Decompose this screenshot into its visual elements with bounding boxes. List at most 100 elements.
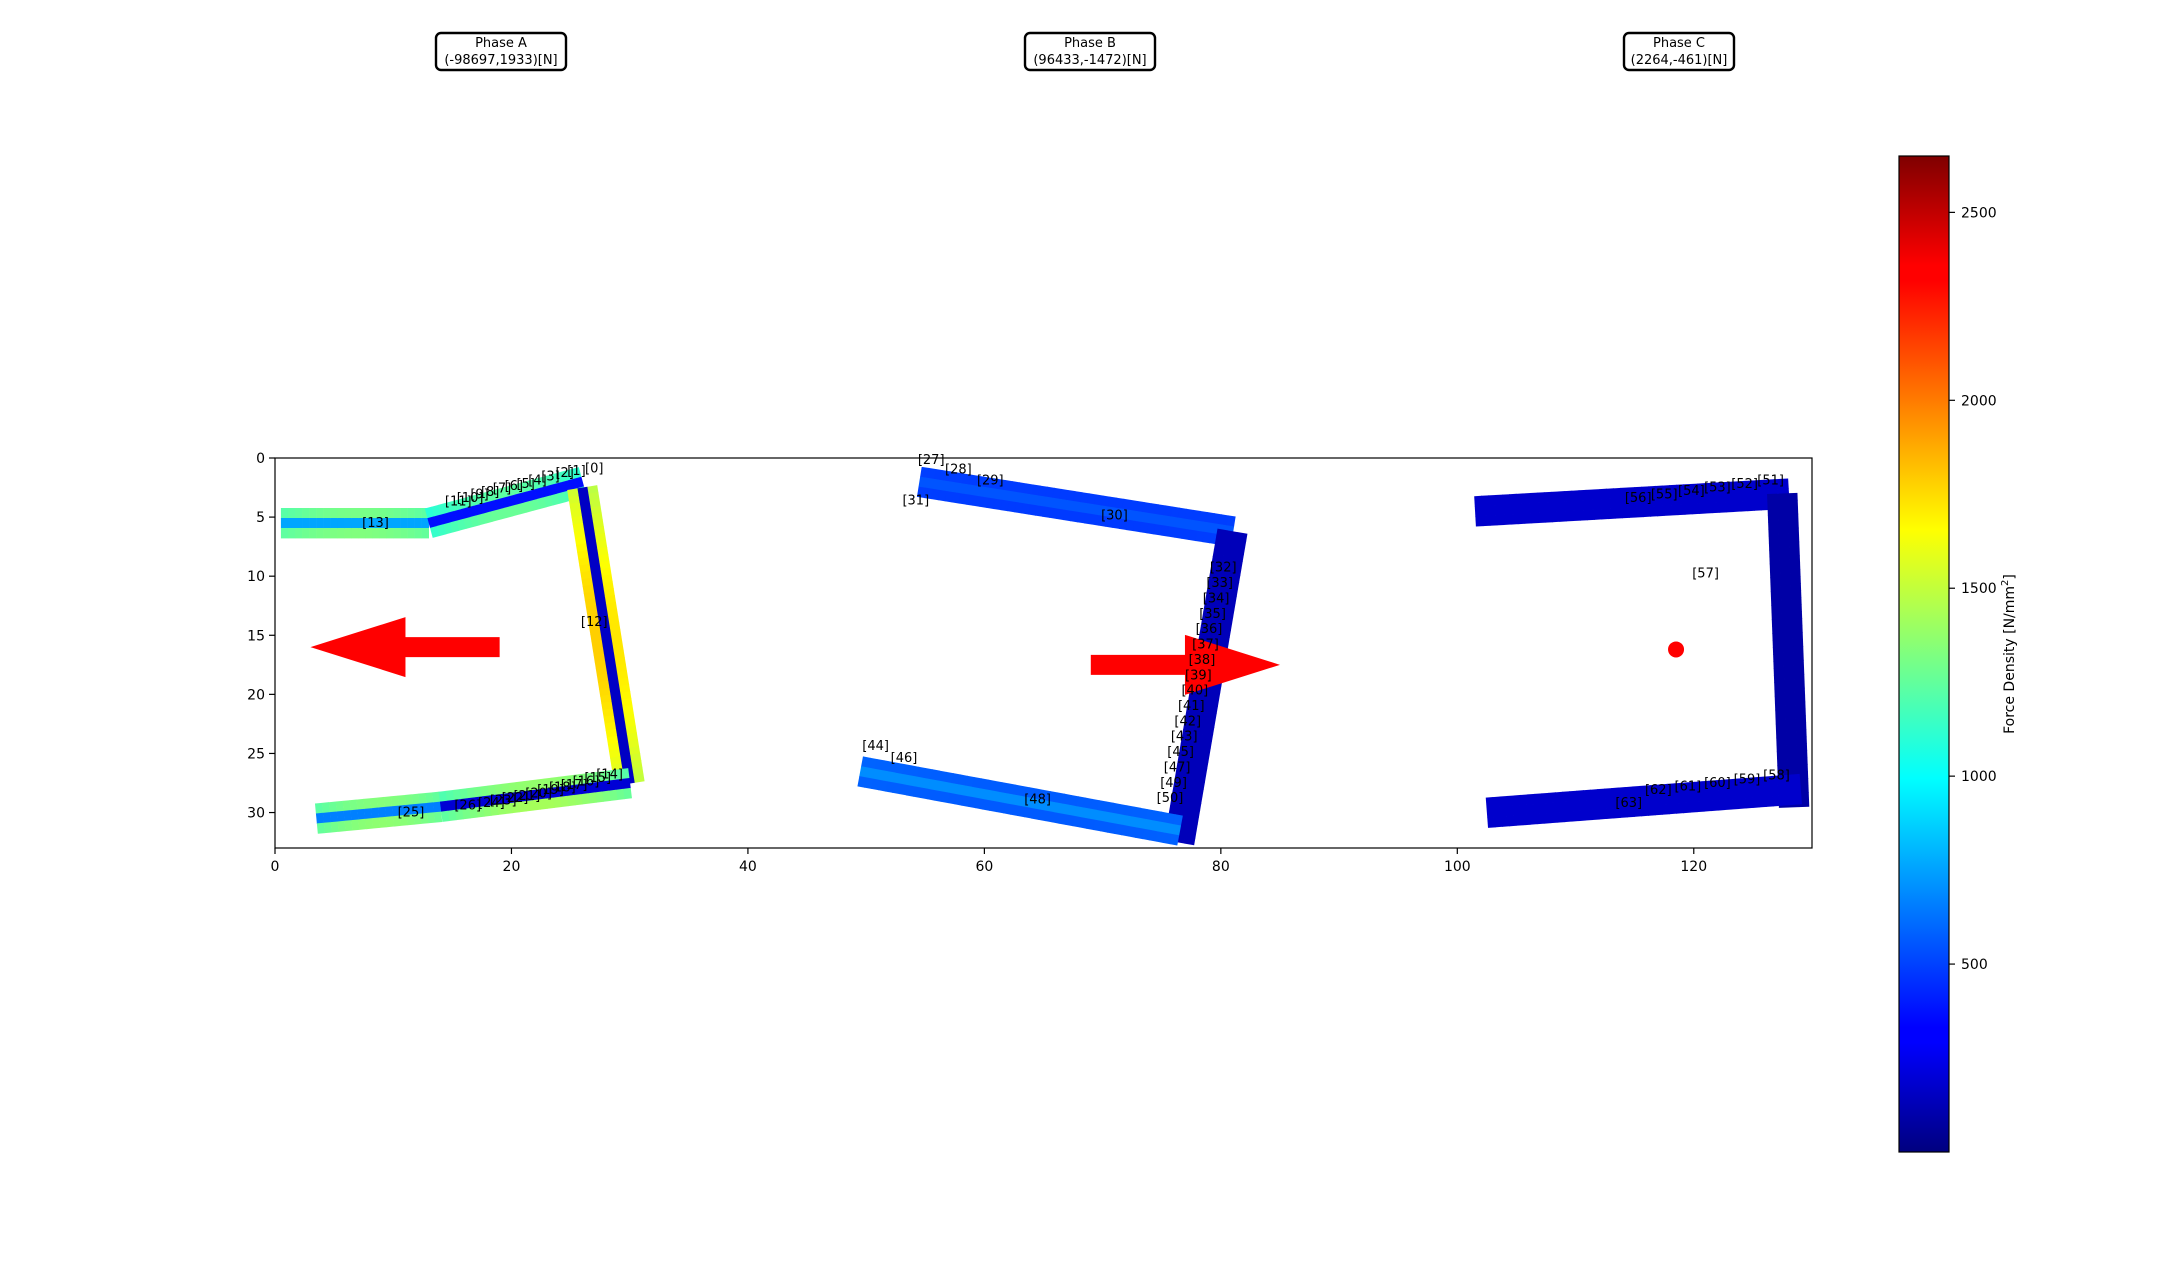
conductor-cell (390, 795, 399, 807)
conductor-cell (570, 508, 582, 519)
point-label: [31] (902, 493, 929, 508)
conductor-cell (538, 476, 549, 488)
conductor-cell (335, 800, 344, 812)
conductor-cell (316, 822, 325, 834)
x-axis: 0 20 40 60 80 100 120 (271, 848, 1707, 875)
conductor-cell (599, 687, 611, 697)
conductor-cell (316, 508, 324, 519)
y-tick-label: 20 (247, 687, 265, 703)
conductor-cell (603, 588, 615, 598)
conductor-cell (1010, 481, 1020, 493)
conductor-cell (1037, 809, 1048, 822)
conductor-cell (591, 576, 603, 586)
conductor-cell (280, 518, 289, 529)
conductor-cell (1185, 708, 1198, 718)
conductor-cell (892, 782, 902, 795)
conductor-cell (593, 653, 606, 663)
conductor-cell (1060, 803, 1070, 816)
conductor-cell (975, 797, 985, 810)
conductor-cell (384, 806, 394, 818)
conductor-cell (616, 734, 629, 744)
conductor-cell (393, 518, 401, 529)
conductor-cell (1781, 611, 1793, 620)
conductor-cell (1090, 798, 1100, 811)
conductor-cell (1676, 484, 1685, 496)
conductor-cell (967, 484, 977, 496)
conductor-cell (1796, 750, 1808, 759)
conductor-cell (470, 515, 480, 528)
conductor-segment (424, 467, 587, 538)
conductor-cell (411, 793, 420, 805)
conductor-cell (1779, 562, 1791, 571)
conductor-cell (504, 485, 515, 497)
conductor-cell (455, 808, 464, 821)
conductor-cell (1063, 509, 1073, 522)
conductor-cell (1781, 618, 1793, 627)
conductor-cell (1771, 611, 1783, 620)
conductor-cell (1486, 806, 1495, 818)
conductor-cell (1701, 780, 1710, 792)
conductor-cell (982, 476, 992, 489)
conductor-cell (356, 798, 365, 810)
point-label: [3] (541, 470, 559, 485)
conductor-cell (1003, 480, 1013, 492)
conductor-cell (1607, 508, 1616, 520)
conductor-cell (431, 504, 442, 517)
conductor-cell (1226, 530, 1238, 540)
conductor-cell (1474, 495, 1483, 507)
conductor-cell (1717, 481, 1727, 493)
conductor-cell (1150, 820, 1161, 832)
conductor-cell (518, 801, 527, 813)
conductor-cell (1531, 512, 1540, 524)
conductor-cell (1579, 499, 1588, 511)
conductor-cell (1627, 487, 1636, 498)
conductor-cell (473, 786, 483, 798)
conductor-cell (873, 768, 883, 781)
conductor-cell (595, 540, 608, 550)
point-label: [11] (445, 495, 472, 510)
conductor-cell (1097, 800, 1107, 812)
conductor-cell (1764, 776, 1773, 787)
conductor-cell (611, 699, 623, 709)
conductor-cell (1209, 570, 1221, 580)
conductor-cell (1191, 509, 1201, 522)
conductor-cell (1050, 497, 1061, 510)
conductor-cell (1669, 494, 1678, 506)
conductor-cell (1618, 787, 1627, 798)
conductor-cell (1777, 514, 1789, 523)
conductor-cell (1777, 765, 1788, 774)
conductor-cell (438, 503, 448, 515)
conductor-cell (623, 711, 635, 722)
conductor-cell (365, 518, 373, 529)
conductor-cell (480, 785, 490, 797)
point-label: [48] (1024, 792, 1051, 807)
conductor-cell (370, 797, 379, 809)
conductor-cell (1572, 500, 1581, 512)
conductor-cell (1775, 709, 1786, 718)
conductor-cell (1094, 494, 1104, 506)
conductor-cell (606, 769, 616, 782)
y-tick-label: 0 (256, 451, 265, 467)
conductor-cell (1169, 833, 1180, 846)
conductor-cell (1128, 826, 1138, 838)
conductor-cell (1786, 750, 1798, 759)
x-tick-label: 120 (1680, 859, 1707, 875)
conductor-cell (1597, 788, 1606, 800)
conductor-cell (550, 493, 560, 506)
conductor-cell (309, 508, 317, 519)
conductor-cell (606, 735, 619, 745)
conductor-cell (358, 528, 366, 539)
conductor-cell (1235, 532, 1248, 542)
conductor-cell (1724, 481, 1734, 493)
conductor-cell (1730, 798, 1740, 810)
point-label: [17] (561, 778, 588, 793)
conductor-cell (1184, 772, 1197, 782)
conductor-cell (1772, 625, 1783, 634)
conductor-cell (1135, 827, 1145, 840)
conductor-cell (510, 504, 520, 517)
conductor-cell (1481, 495, 1490, 507)
colorbar-label: Force Density [N/mm2] (2000, 574, 2018, 734)
conductor-cell (1792, 783, 1802, 795)
conductor-cell (544, 787, 554, 799)
conductor-cell (1773, 653, 1784, 662)
